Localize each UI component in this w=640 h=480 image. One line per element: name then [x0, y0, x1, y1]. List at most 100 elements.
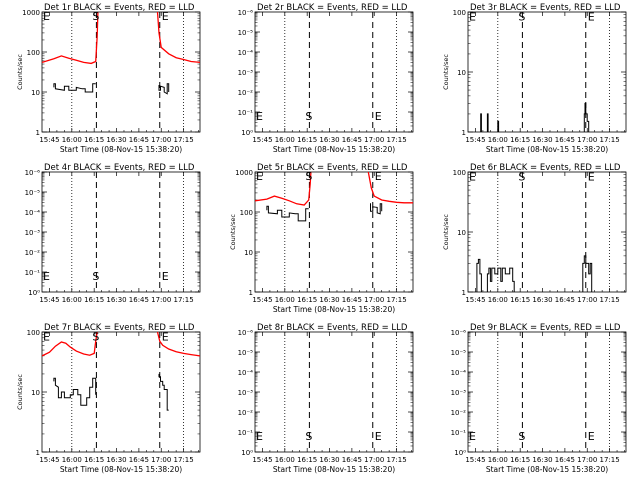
- panel-title: Det 3r BLACK = Events, RED = LLD: [470, 3, 621, 13]
- y-tick-label: 10⁻¹: [451, 429, 467, 437]
- event-marker-label: E: [375, 430, 382, 443]
- event-marker-label: E: [375, 110, 382, 123]
- panel-title: Det 9r BLACK = Events, RED = LLD: [470, 323, 621, 333]
- y-tick-label: 10⁻³: [238, 69, 254, 77]
- y-tick-label: 100: [453, 169, 466, 177]
- x-tick-label: 17:00: [577, 296, 597, 304]
- y-tick-label: 100: [240, 209, 253, 217]
- y-tick-label: 10⁻⁴: [451, 369, 467, 377]
- y-tick-label: 10⁻³: [25, 229, 41, 237]
- event-marker-label: S: [305, 430, 312, 443]
- y-axis-label: Counts/sec: [442, 54, 450, 90]
- x-tick-label: 17:00: [151, 296, 171, 304]
- y-tick-label: 10⁻²: [238, 409, 254, 417]
- series-group: [480, 102, 590, 132]
- events-series-line: [486, 267, 515, 292]
- x-tick-label: 15:45: [252, 296, 272, 304]
- x-tick-label: 15:45: [39, 136, 59, 144]
- y-tick-label: 1: [36, 449, 40, 457]
- y-tick-label: 10⁻⁴: [238, 369, 254, 377]
- y-tick-label: 10⁰: [241, 449, 253, 457]
- y-tick-label: 10⁻³: [238, 389, 254, 397]
- events-series-line: [266, 205, 309, 222]
- x-tick-label: 16:15: [297, 296, 317, 304]
- x-tick-label: 15:45: [465, 136, 485, 144]
- y-tick-label: 10⁻⁵: [25, 189, 41, 197]
- y-tick-label: 1: [36, 129, 40, 137]
- x-tick-label: 17:15: [174, 296, 194, 304]
- plot-frame: [254, 171, 414, 293]
- x-tick-label: 16:15: [297, 456, 317, 464]
- x-tick-label: 16:15: [84, 456, 104, 464]
- event-marker-label: S: [305, 110, 312, 123]
- x-tick-label: 17:00: [364, 296, 384, 304]
- x-tick-label: 17:15: [600, 136, 620, 144]
- y-tick-label: 100: [453, 9, 466, 17]
- panel-title: Det 4r BLACK = Events, RED = LLD: [44, 163, 195, 173]
- y-tick-label: 10⁻²: [451, 409, 467, 417]
- event-marker-label: S: [92, 270, 99, 283]
- x-tick-label: 16:30: [319, 296, 339, 304]
- events-series-line: [53, 83, 96, 93]
- plot-frame: [467, 11, 627, 133]
- x-axis-label: Start Time (08-Nov-15 15:38:20): [273, 465, 395, 474]
- y-tick-label: 10⁻⁴: [25, 209, 41, 217]
- event-marker-label: E: [469, 171, 476, 184]
- y-tick-label: 10⁻²: [238, 89, 254, 97]
- y-tick-label: 10⁻⁶: [451, 329, 467, 337]
- x-tick-label: 16:30: [106, 296, 126, 304]
- x-tick-label: 16:45: [555, 456, 575, 464]
- y-tick-label: 10⁻¹: [238, 109, 254, 117]
- y-tick-label: 1000: [235, 169, 253, 177]
- events-series-line: [370, 203, 383, 215]
- panel-title: Det 7r BLACK = Events, RED = LLD: [44, 323, 195, 333]
- x-axis-label: Start Time (08-Nov-15 15:38:20): [486, 465, 608, 474]
- series-group: [476, 255, 593, 292]
- y-tick-label: 100: [27, 49, 40, 57]
- x-tick-label: 16:15: [84, 136, 104, 144]
- event-marker-label: S: [518, 171, 525, 184]
- y-axis-label: Counts/sec: [16, 54, 24, 90]
- lld-series-line: [255, 172, 312, 206]
- x-tick-label: 16:30: [319, 136, 339, 144]
- x-tick-label: 16:30: [532, 136, 552, 144]
- y-axis-label: Counts/sec: [229, 214, 237, 250]
- x-tick-label: 16:00: [488, 456, 508, 464]
- x-tick-label: 16:30: [532, 296, 552, 304]
- detector-panel: Det 5r BLACK = Events, RED = LLD 15:45 16:…: [229, 163, 414, 314]
- event-marker-label: S: [305, 170, 312, 183]
- x-tick-label: 17:15: [387, 136, 407, 144]
- y-tick-label: 1000: [22, 9, 40, 17]
- x-tick-label: 16:45: [342, 296, 362, 304]
- x-tick-label: 16:00: [275, 136, 295, 144]
- plot-frame: [254, 11, 414, 133]
- y-tick-label: 10⁻⁵: [238, 29, 254, 37]
- y-tick-label: 10⁻⁵: [238, 349, 254, 357]
- event-marker-label: E: [256, 170, 263, 183]
- y-axis-label: Counts/sec: [16, 374, 24, 410]
- event-marker-label: S: [92, 331, 99, 344]
- x-tick-label: 16:15: [510, 296, 530, 304]
- y-tick-label: 10: [457, 69, 466, 77]
- x-tick-label: 15:45: [465, 456, 485, 464]
- y-tick-label: 10⁻⁶: [25, 169, 41, 177]
- plot-frame: [41, 11, 201, 133]
- lld-series-line: [156, 332, 200, 357]
- panel-title: Det 5r BLACK = Events, RED = LLD: [257, 163, 408, 173]
- panel-title: Det 8r BLACK = Events, RED = LLD: [257, 323, 408, 333]
- x-axis-label: Start Time (08-Nov-15 15:38:20): [486, 145, 608, 154]
- x-tick-label: 16:45: [129, 456, 149, 464]
- x-tick-label: 16:00: [488, 136, 508, 144]
- x-tick-label: 15:45: [465, 296, 485, 304]
- lld-series-line: [42, 332, 98, 357]
- y-tick-label: 10: [244, 249, 253, 257]
- x-axis-label: Start Time (08-Nov-15 15:38:20): [273, 305, 395, 314]
- x-tick-label: 17:15: [174, 456, 194, 464]
- y-tick-label: 10⁰: [454, 449, 466, 457]
